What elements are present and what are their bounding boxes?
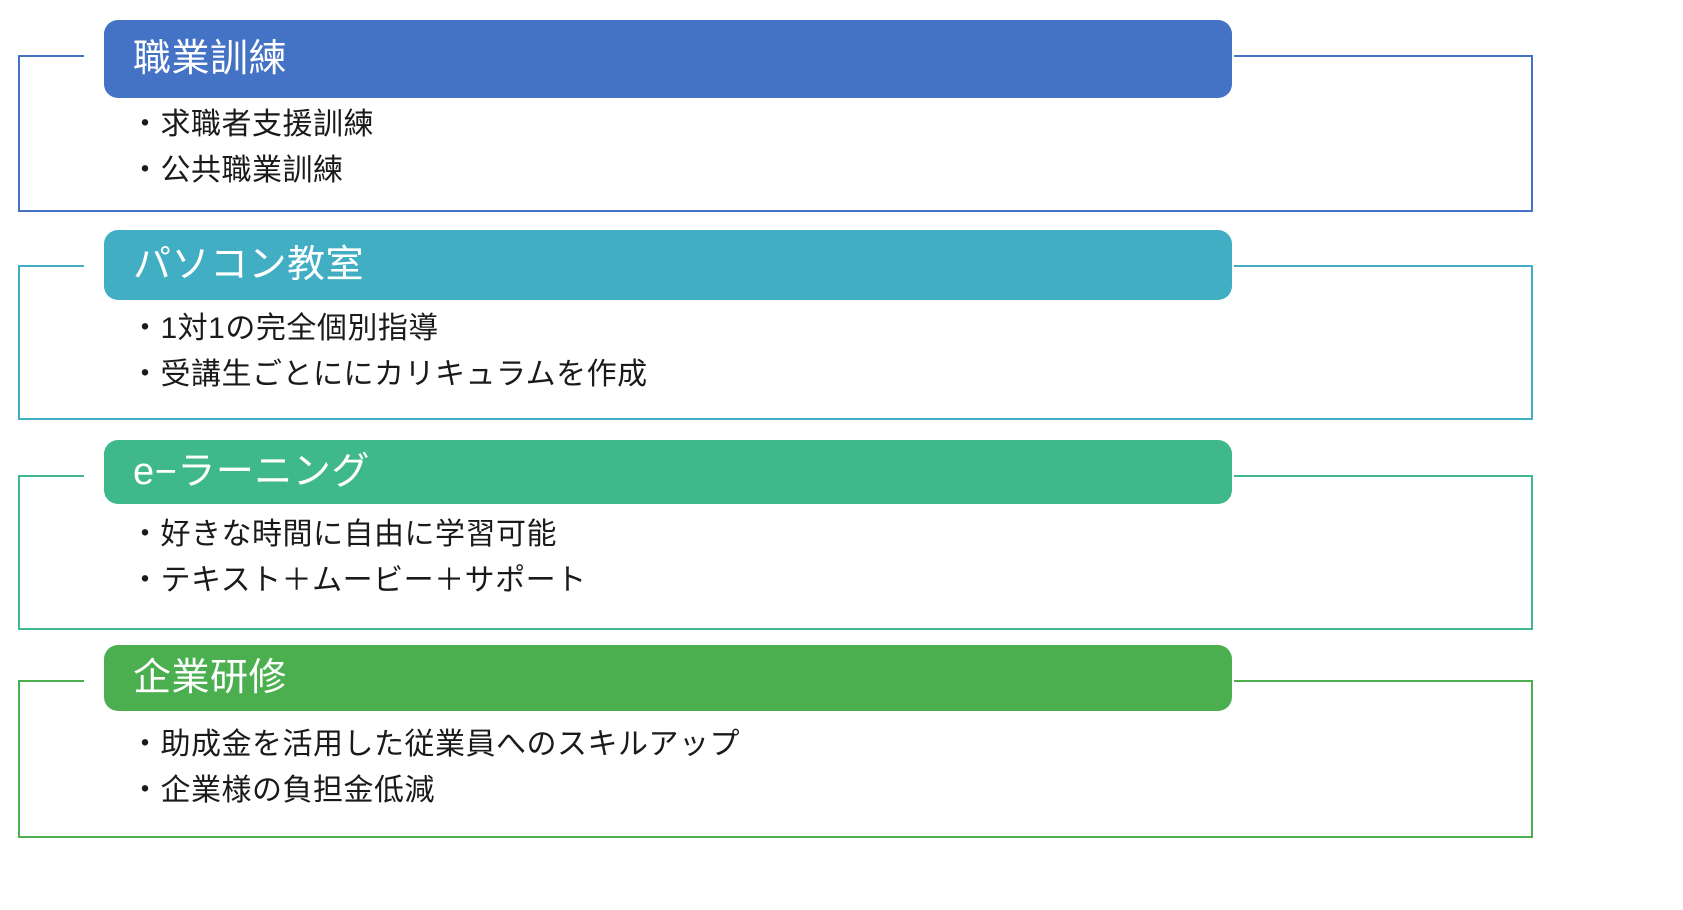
section-header-pill[interactable]: 企業研修	[104, 645, 1232, 711]
section-bullet-list: ・求職者支援訓練 ・公共職業訓練	[130, 102, 374, 194]
section-header-pill[interactable]: パソコン教室	[104, 230, 1232, 300]
section-pc-classroom: パソコン教室 ・1対1の完全個別指導 ・受講生ごとににカリキュラムを作成	[0, 212, 1683, 424]
section-header-pill[interactable]: 職業訓練	[104, 20, 1232, 98]
list-item: ・受講生ごとににカリキュラムを作成	[130, 358, 648, 391]
section-title: パソコン教室	[133, 244, 365, 286]
section-corporate-training: 企業研修 ・助成金を活用した従業員へのスキルアップ ・企業様の負担金低減	[0, 630, 1683, 845]
list-item: ・1対1の完全個別指導	[130, 312, 439, 345]
list-item: ・公共職業訓練	[130, 154, 344, 187]
section-title: 企業研修	[133, 657, 288, 699]
section-bullet-list: ・1対1の完全個別指導 ・受講生ごとににカリキュラムを作成	[130, 306, 648, 398]
section-header-pill[interactable]: e−ラーニング	[104, 440, 1232, 504]
section-title: e−ラーニング	[133, 451, 370, 493]
list-item: ・求職者支援訓練	[130, 108, 374, 141]
section-vocational-training: 職業訓練 ・求職者支援訓練 ・公共職業訓練	[0, 0, 1683, 215]
section-e-learning: e−ラーニング ・好きな時間に自由に学習可能 ・テキスト＋ムービー＋サポート	[0, 422, 1683, 634]
section-title: 職業訓練	[133, 38, 288, 80]
section-bullet-list: ・好きな時間に自由に学習可能 ・テキスト＋ムービー＋サポート	[130, 512, 587, 604]
list-item: ・テキスト＋ムービー＋サポート	[130, 564, 587, 597]
list-item: ・好きな時間に自由に学習可能	[130, 518, 557, 551]
section-bullet-list: ・助成金を活用した従業員へのスキルアップ ・企業様の負担金低減	[130, 722, 740, 814]
list-item: ・助成金を活用した従業員へのスキルアップ	[130, 728, 740, 761]
list-item: ・企業様の負担金低減	[130, 774, 435, 807]
